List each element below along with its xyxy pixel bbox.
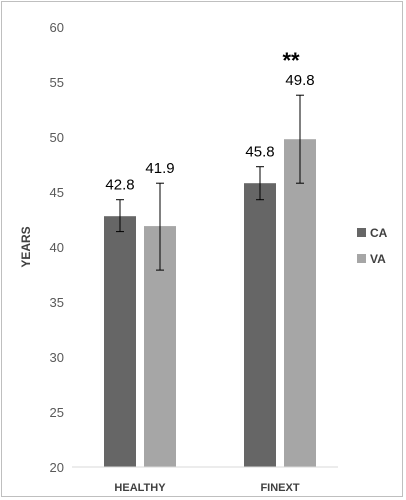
y-tick-label: 35 xyxy=(50,295,64,310)
y-tick-label: 30 xyxy=(50,350,64,365)
bar-va-finext xyxy=(284,139,316,467)
y-tick-label: 25 xyxy=(50,405,64,420)
error-bars xyxy=(116,94,304,271)
bar-ca-finext xyxy=(244,183,276,467)
y-tick-label: 60 xyxy=(50,20,64,35)
legend-swatch-va xyxy=(357,254,366,263)
annotations: ** xyxy=(282,48,300,73)
data-label: 49.8 xyxy=(285,72,314,89)
y-tick-label: 40 xyxy=(50,240,64,255)
y-tick-label: 55 xyxy=(50,75,64,90)
y-axis-ticks: 20 25 30 35 40 45 50 55 60 xyxy=(50,20,64,475)
y-tick-label: 50 xyxy=(50,130,64,145)
data-label: 45.8 xyxy=(245,144,274,161)
data-label: 42.8 xyxy=(105,177,134,194)
bars xyxy=(104,139,316,467)
y-tick-label: 20 xyxy=(50,460,64,475)
y-axis-label: YEARS xyxy=(19,226,33,267)
significance-marker: ** xyxy=(282,48,300,73)
legend-label-va: VA xyxy=(370,252,386,266)
category-label: HEALTHY xyxy=(114,482,166,494)
data-label: 41.9 xyxy=(145,160,174,177)
bar-ca-healthy xyxy=(104,216,136,467)
y-tick-label: 45 xyxy=(50,185,64,200)
legend-swatch-ca xyxy=(357,228,366,237)
data-labels: 42.8 41.9 45.8 49.8 xyxy=(105,72,314,194)
category-label: FINEXT xyxy=(260,482,299,494)
legend-label-ca: CA xyxy=(370,226,388,240)
category-labels: HEALTHY FINEXT xyxy=(114,482,299,494)
legend: CA VA xyxy=(357,226,388,266)
